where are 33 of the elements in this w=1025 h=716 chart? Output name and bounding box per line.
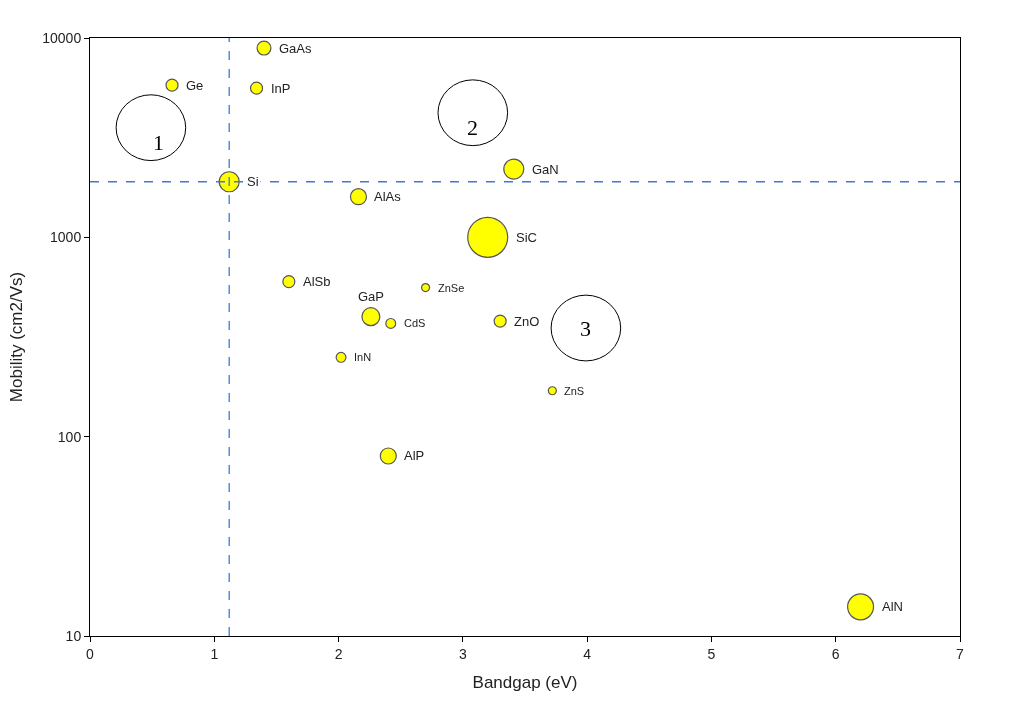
annotation: ZnS <box>564 385 585 397</box>
annotation: Ge <box>186 78 204 93</box>
annotation: SiC <box>516 230 537 245</box>
annotation: ZnSe <box>438 282 465 294</box>
annotation: AlP <box>404 448 425 463</box>
x-tick-label: 2 <box>334 645 343 662</box>
annotation: 1 <box>153 130 164 155</box>
annotation: GaP <box>358 289 385 304</box>
y-axis-title: Mobility (cm2/Vs) <box>6 271 26 403</box>
x-tick-label: 4 <box>583 645 592 662</box>
annotation: InP <box>271 81 291 96</box>
annotation: GaN <box>532 162 559 177</box>
y-tick-label: 100 <box>57 428 82 445</box>
x-tick-label: 3 <box>458 645 467 662</box>
annotation: AlAs <box>374 189 402 204</box>
x-tick-label: 6 <box>831 645 840 662</box>
y-tick-label: 10000 <box>42 29 82 46</box>
annotation: AlSb <box>303 274 331 289</box>
y-tick-label: 10 <box>65 627 82 644</box>
x-tick-label: 5 <box>707 645 716 662</box>
x-axis-title: Bandgap (eV) <box>472 673 578 693</box>
x-tick-label: 1 <box>210 645 219 662</box>
y-tick-label: 1000 <box>50 229 82 246</box>
annotation: GaAs <box>279 41 313 56</box>
annotation: Si <box>247 174 259 189</box>
annotation: AlN <box>882 599 903 614</box>
annotation: 3 <box>580 316 591 341</box>
annotation: InN <box>354 351 372 363</box>
annotation: CdS <box>404 317 426 329</box>
annotation: 2 <box>467 115 478 140</box>
annotation: ZnO <box>514 314 540 329</box>
x-tick-label: 0 <box>86 645 95 662</box>
x-tick-label: 7 <box>956 645 965 662</box>
